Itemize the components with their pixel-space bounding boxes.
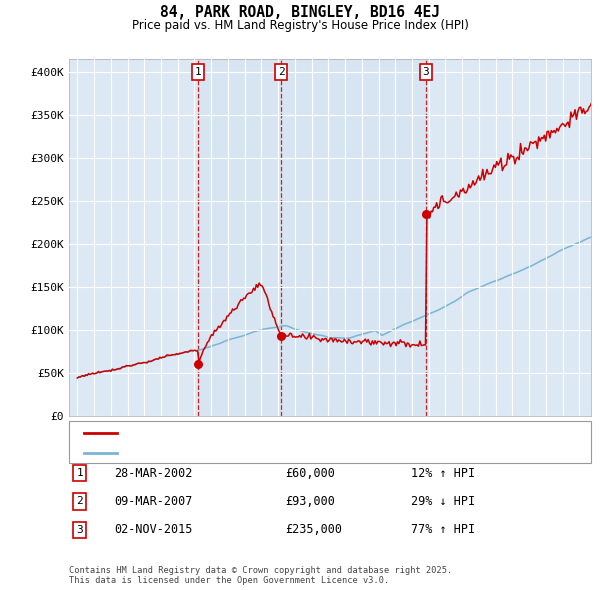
Text: 1: 1 xyxy=(76,468,83,478)
Bar xyxy=(199,59,281,416)
Text: 3: 3 xyxy=(76,525,83,535)
Text: £60,000: £60,000 xyxy=(285,467,335,480)
Text: 84, PARK ROAD, BINGLEY, BD16 4EJ: 84, PARK ROAD, BINGLEY, BD16 4EJ xyxy=(160,5,440,19)
Text: 77% ↑ HPI: 77% ↑ HPI xyxy=(411,523,475,536)
Text: £93,000: £93,000 xyxy=(285,495,335,508)
Text: 02-NOV-2015: 02-NOV-2015 xyxy=(114,523,193,536)
Text: HPI: Average price, semi-detached house, Bradford: HPI: Average price, semi-detached house,… xyxy=(123,448,403,457)
Bar xyxy=(281,59,426,416)
Text: 29% ↓ HPI: 29% ↓ HPI xyxy=(411,495,475,508)
Text: Contains HM Land Registry data © Crown copyright and database right 2025.
This d: Contains HM Land Registry data © Crown c… xyxy=(69,566,452,585)
Text: 12% ↑ HPI: 12% ↑ HPI xyxy=(411,467,475,480)
Text: 1: 1 xyxy=(195,67,202,77)
Text: 84, PARK ROAD, BINGLEY, BD16 4EJ (semi-detached house): 84, PARK ROAD, BINGLEY, BD16 4EJ (semi-d… xyxy=(123,428,448,438)
Text: 3: 3 xyxy=(422,67,430,77)
Text: 09-MAR-2007: 09-MAR-2007 xyxy=(114,495,193,508)
Text: £235,000: £235,000 xyxy=(285,523,342,536)
Text: Price paid vs. HM Land Registry's House Price Index (HPI): Price paid vs. HM Land Registry's House … xyxy=(131,19,469,32)
Text: 28-MAR-2002: 28-MAR-2002 xyxy=(114,467,193,480)
Text: 2: 2 xyxy=(76,497,83,506)
Text: 2: 2 xyxy=(278,67,284,77)
